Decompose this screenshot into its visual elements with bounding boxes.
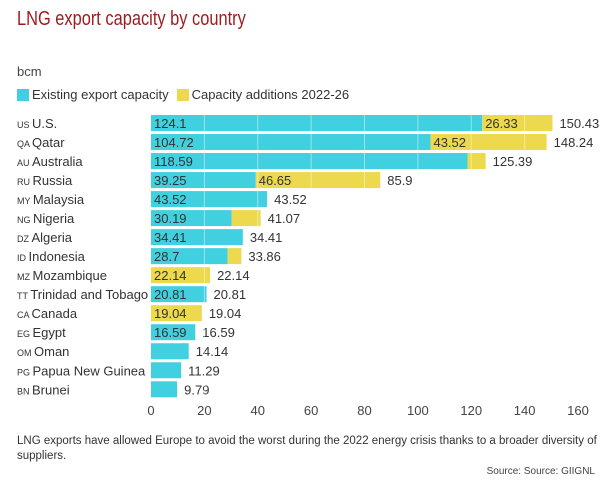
bar-existing [151, 324, 196, 341]
bar-value-label: 22.14 [154, 268, 187, 283]
bar-value-label: 104.72 [154, 135, 194, 150]
bar-value-label: 20.81 [154, 287, 187, 302]
chart-title: LNG export capacity by country [17, 8, 246, 30]
bar-value-label: 28.7 [154, 249, 179, 264]
x-tick-label: 60 [304, 403, 318, 418]
bar-additions [430, 134, 547, 151]
category-label: PG Papua New Guinea [17, 363, 146, 378]
category-label: QA Qatar [17, 135, 65, 150]
legend-swatch [17, 88, 29, 101]
chart-note: LNG exports have allowed Europe to avoid… [17, 435, 597, 462]
total-label: 11.29 [188, 363, 220, 378]
bar-value-label: 30.19 [154, 211, 187, 226]
bar-value-label: 46.65 [259, 173, 292, 188]
category-label: CA Canada [17, 306, 78, 321]
bar-additions [151, 305, 202, 322]
total-label: 85.9 [387, 173, 412, 188]
category-label: DZ Algeria [17, 230, 73, 245]
total-label: 150.43 [559, 116, 599, 131]
bar-additions [255, 172, 381, 189]
category-label: TT Trinidad and Tobago [17, 287, 148, 302]
bar-existing [151, 134, 431, 151]
x-tick-label: 20 [197, 403, 211, 418]
total-label: 34.41 [250, 230, 283, 245]
bar-existing [151, 115, 483, 131]
total-label: 125.39 [493, 154, 533, 169]
bar-additions [151, 267, 211, 284]
legend-item-additions[interactable]: Capacity additions 2022-26 [176, 87, 350, 102]
bar-value-label: 26.33 [485, 116, 518, 131]
category-label: US U.S. [17, 116, 57, 131]
category-label: EG Egypt [17, 325, 66, 340]
total-label: 19.04 [209, 306, 242, 321]
bar-existing [151, 210, 232, 227]
category-label: OM Oman [17, 344, 69, 359]
legend-item-existing[interactable]: Existing export capacity [17, 87, 169, 102]
bar-existing [151, 153, 468, 170]
category-label: MY Malaysia [17, 192, 85, 207]
bar-value-label: 118.59 [154, 154, 193, 169]
bar-additions [231, 210, 261, 227]
unit-label: bcm [17, 64, 42, 79]
bar-value-label: 124.1 [154, 116, 187, 131]
category-label: RU Russia [17, 173, 73, 188]
x-tick-label: 0 [147, 403, 154, 418]
bar-additions [467, 153, 486, 170]
x-tick-label: 80 [357, 403, 371, 418]
total-label: 14.14 [196, 344, 229, 359]
bar-value-label: 34.41 [154, 230, 187, 245]
x-tick-label: 120 [460, 403, 482, 418]
total-label: 41.07 [268, 211, 301, 226]
x-tick-label: 160 [567, 403, 589, 418]
bar-value-label: 16.59 [154, 325, 187, 340]
bar-existing [151, 286, 207, 303]
category-label: ID Indonesia [17, 249, 86, 264]
bar-value-label: 43.52 [433, 135, 466, 150]
bar-existing [151, 343, 189, 360]
x-tick-label: 100 [407, 403, 429, 418]
bar-existing [151, 248, 228, 265]
bar-existing [151, 362, 182, 379]
source-credit: Source: Source: GIIGNL [486, 466, 595, 477]
total-label: 33.86 [248, 249, 281, 264]
bar-existing [151, 191, 268, 208]
bar-additions [227, 248, 242, 265]
legend: Existing export capacity Capacity additi… [17, 87, 349, 102]
x-tick-label: 40 [251, 403, 265, 418]
legend-label: Capacity additions 2022-26 [191, 87, 350, 102]
legend-swatch [176, 88, 189, 101]
bar-existing [151, 229, 243, 246]
total-label: 9.79 [184, 382, 209, 397]
total-label: 43.52 [274, 192, 307, 207]
bar-existing [151, 381, 178, 398]
bar-value-label: 43.52 [154, 192, 187, 207]
bar-existing [151, 172, 256, 189]
category-label: MZ Mozambique [17, 268, 107, 283]
category-label: BN Brunei [17, 382, 70, 397]
total-label: 16.59 [202, 325, 235, 340]
total-label: 22.14 [217, 268, 250, 283]
bar-additions [482, 115, 553, 131]
category-label: NG Nigeria [17, 211, 75, 226]
legend-label: Existing export capacity [32, 87, 169, 102]
bar-value-label: 19.04 [154, 306, 187, 321]
x-tick-label: 140 [514, 403, 536, 418]
category-label: AU Australia [17, 154, 83, 169]
total-label: 20.81 [214, 287, 247, 302]
bar-value-label: 39.25 [154, 173, 187, 188]
plot-area: US U.S. 124.1 26.33 150.43 QA Qatar 104.72 43.… [17, 115, 599, 418]
total-label: 148.24 [554, 135, 594, 150]
